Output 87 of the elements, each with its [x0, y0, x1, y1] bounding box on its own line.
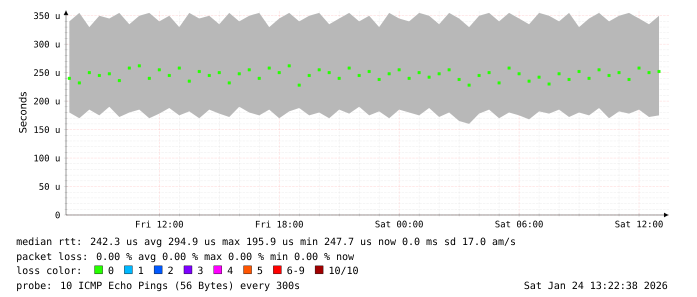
point [178, 66, 181, 70]
point [528, 80, 531, 83]
y-tick-label: 350 u [34, 12, 60, 20]
text: probe: 10 ICMP Echo Pings (56 Bytes) every 300s [17, 281, 300, 292]
point [238, 72, 241, 76]
point [308, 74, 311, 77]
point [158, 68, 161, 72]
point [208, 74, 211, 77]
point [438, 72, 441, 76]
point [558, 72, 561, 76]
point [348, 66, 351, 70]
point [458, 78, 461, 81]
point [148, 76, 151, 80]
point [218, 71, 221, 74]
point [408, 76, 411, 80]
point [288, 64, 291, 68]
y-axis-title: Seconds [18, 92, 27, 133]
y-tick-label: 0 [56, 212, 60, 218]
point [298, 84, 301, 87]
point [228, 81, 231, 84]
point [338, 76, 341, 80]
y-tick-label: 150 u [34, 126, 60, 133]
legend-label: 0 [108, 266, 114, 274]
legend-label: 4 [228, 266, 233, 274]
y-tick-label: 100 u [34, 154, 60, 162]
point [128, 66, 131, 70]
legend-label: 6-9 [287, 266, 304, 274]
y-tick-label: 200 u [34, 98, 60, 104]
point [278, 71, 281, 74]
point [548, 82, 551, 86]
point [188, 80, 191, 83]
point [608, 74, 611, 77]
point [428, 76, 431, 79]
point [418, 71, 421, 74]
x-tick-label: Sat 06:00 [495, 220, 543, 228]
point [618, 71, 621, 74]
point [68, 76, 71, 80]
point [568, 78, 571, 81]
legend-label: 5 [258, 266, 262, 274]
x-tick-label: Sat 00:00 [375, 220, 423, 228]
point [578, 70, 581, 73]
point [388, 72, 391, 76]
point [398, 68, 401, 72]
point [498, 81, 501, 84]
point [658, 70, 661, 73]
x-tick-label: Sat 12:00 [615, 220, 663, 228]
text: packet loss: 0.00 % avg 0.00 % max 0.00 % min 0.00 % now [17, 252, 354, 262]
point [628, 78, 631, 81]
point [88, 71, 91, 74]
point [118, 79, 121, 82]
point [478, 74, 481, 77]
point [588, 76, 591, 80]
text: Sat Jan 24 13:22:38 2026 [524, 282, 668, 290]
point [448, 68, 451, 72]
point [488, 71, 491, 74]
point [138, 64, 141, 68]
point [248, 68, 251, 72]
legend-label: 10/10 [330, 266, 358, 275]
point [648, 71, 651, 74]
legend-label: 2 [168, 266, 173, 274]
x-tick-label: Fri 12:00 [136, 220, 183, 228]
point [198, 70, 201, 73]
point [598, 68, 601, 72]
point [638, 66, 641, 70]
point [168, 74, 171, 77]
point [368, 70, 371, 73]
point [508, 66, 511, 70]
point [518, 72, 521, 76]
point [318, 68, 321, 72]
point [268, 66, 271, 70]
legend-title: loss color: [16, 266, 80, 274]
y-tick-label: 50 u [39, 183, 60, 190]
y-tick-label: 300 u [34, 40, 60, 48]
text: median rtt: 242.3 us avg 294.9 us max 195.9 us min 247.7 us now 0.0 ms sd 17.0 am/s [16, 237, 516, 248]
legend-label: 3 [198, 266, 203, 274]
legend-label: 1 [138, 266, 144, 274]
point [258, 76, 261, 80]
point [538, 76, 541, 79]
point [98, 74, 101, 77]
point [78, 81, 81, 84]
point [358, 74, 361, 77]
point [108, 72, 111, 76]
point [378, 78, 381, 81]
point [468, 84, 471, 87]
y-tick-label: 250 u [34, 69, 60, 76]
point [328, 71, 331, 74]
x-tick-label: Fri 18:00 [256, 220, 303, 228]
